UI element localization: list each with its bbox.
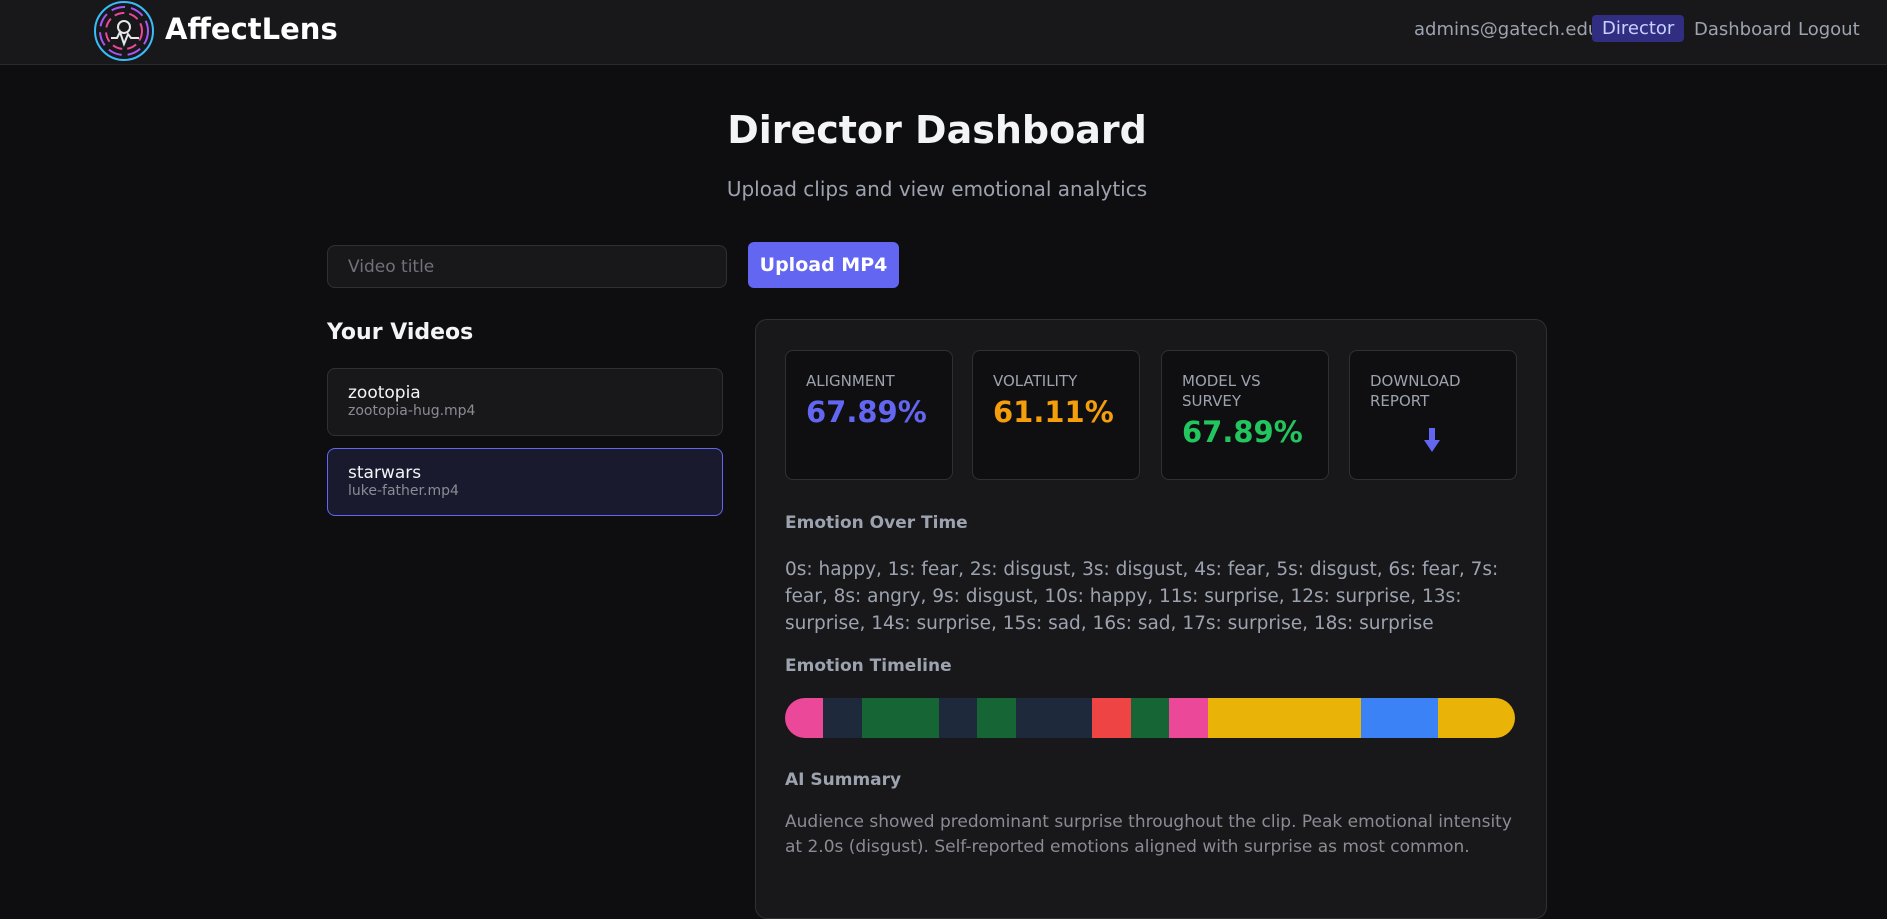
stat-card: MODEL VS SURVEY 67.89% — [1161, 350, 1329, 480]
video-title: zootopia — [348, 383, 421, 403]
timeline-segment — [1053, 698, 1093, 738]
timeline-segment — [823, 698, 862, 738]
video-card[interactable]: zootopia zootopia-hug.mp4 — [327, 368, 723, 436]
stat-card: ALIGNMENT 67.89% — [785, 350, 953, 480]
upload-button[interactable]: Upload MP4 — [748, 242, 899, 288]
stat-value: 67.89% — [1182, 415, 1303, 449]
timeline-segment — [977, 698, 1016, 738]
video-title: starwars — [348, 463, 422, 483]
stat-card[interactable]: DOWNLOAD REPORT — [1349, 350, 1517, 480]
nav-logout[interactable]: Logout — [1798, 19, 1860, 40]
video-file: luke-father.mp4 — [348, 483, 459, 499]
user-email: admins@gatech.edu — [1414, 19, 1600, 40]
timeline-segment — [1092, 698, 1131, 738]
stat-value: 61.11% — [993, 395, 1114, 429]
timeline-segment — [1015, 698, 1054, 738]
brand[interactable]: AffectLens — [165, 12, 338, 46]
timeline-segment — [938, 698, 978, 738]
timeline-segment — [1438, 698, 1477, 738]
download-icon[interactable] — [1422, 426, 1442, 454]
title-input[interactable]: Video title — [327, 245, 727, 288]
stat-label: VOLATILITY — [993, 372, 1078, 390]
stat-value: 67.89% — [806, 395, 927, 429]
timeline-segment — [1284, 698, 1323, 738]
timeline-segment — [1399, 698, 1439, 738]
timeline-segment — [1361, 698, 1400, 738]
timeline-segment — [1207, 698, 1247, 738]
video-card[interactable]: starwars luke-father.mp4 — [327, 448, 723, 516]
timeline-segment — [1246, 698, 1285, 738]
timeline-segment — [1169, 698, 1208, 738]
stat-label: DOWNLOAD REPORT — [1370, 372, 1461, 410]
logo — [94, 1, 154, 61]
timeline-segment — [1130, 698, 1170, 738]
nav-director[interactable]: Director — [1592, 15, 1685, 42]
stat-label: MODEL VS SURVEY — [1182, 372, 1261, 410]
page-subtitle: Upload clips and view emotional analytic… — [726, 177, 1148, 201]
timeline-segment — [1322, 698, 1362, 738]
page-title: Director Dashboard — [727, 108, 1147, 152]
summary-text: Audience showed predominant surprise thr… — [785, 812, 1512, 857]
timeline-segment — [785, 698, 824, 738]
stat-card: VOLATILITY 61.11% — [972, 350, 1140, 480]
stat-label: ALIGNMENT — [806, 372, 895, 390]
timeline-segment — [1476, 698, 1515, 738]
emotion-heading: Emotion Over Time — [785, 513, 968, 533]
header: AffectLens admins@gatech.edu Director Da… — [0, 0, 1887, 65]
timeline-heading: Emotion Timeline — [785, 656, 952, 676]
timeline-segment — [861, 698, 901, 738]
summary-heading: AI Summary — [785, 770, 902, 790]
videos-heading: Your Videos — [327, 320, 474, 345]
timeline-segment — [900, 698, 939, 738]
timeline-bar — [785, 698, 1515, 738]
nav-dashboard[interactable]: Dashboard — [1694, 19, 1792, 40]
video-file: zootopia-hug.mp4 — [348, 403, 476, 419]
emotion-text: 0s: happy, 1s: fear, 2s: disgust, 3s: di… — [785, 559, 1499, 634]
